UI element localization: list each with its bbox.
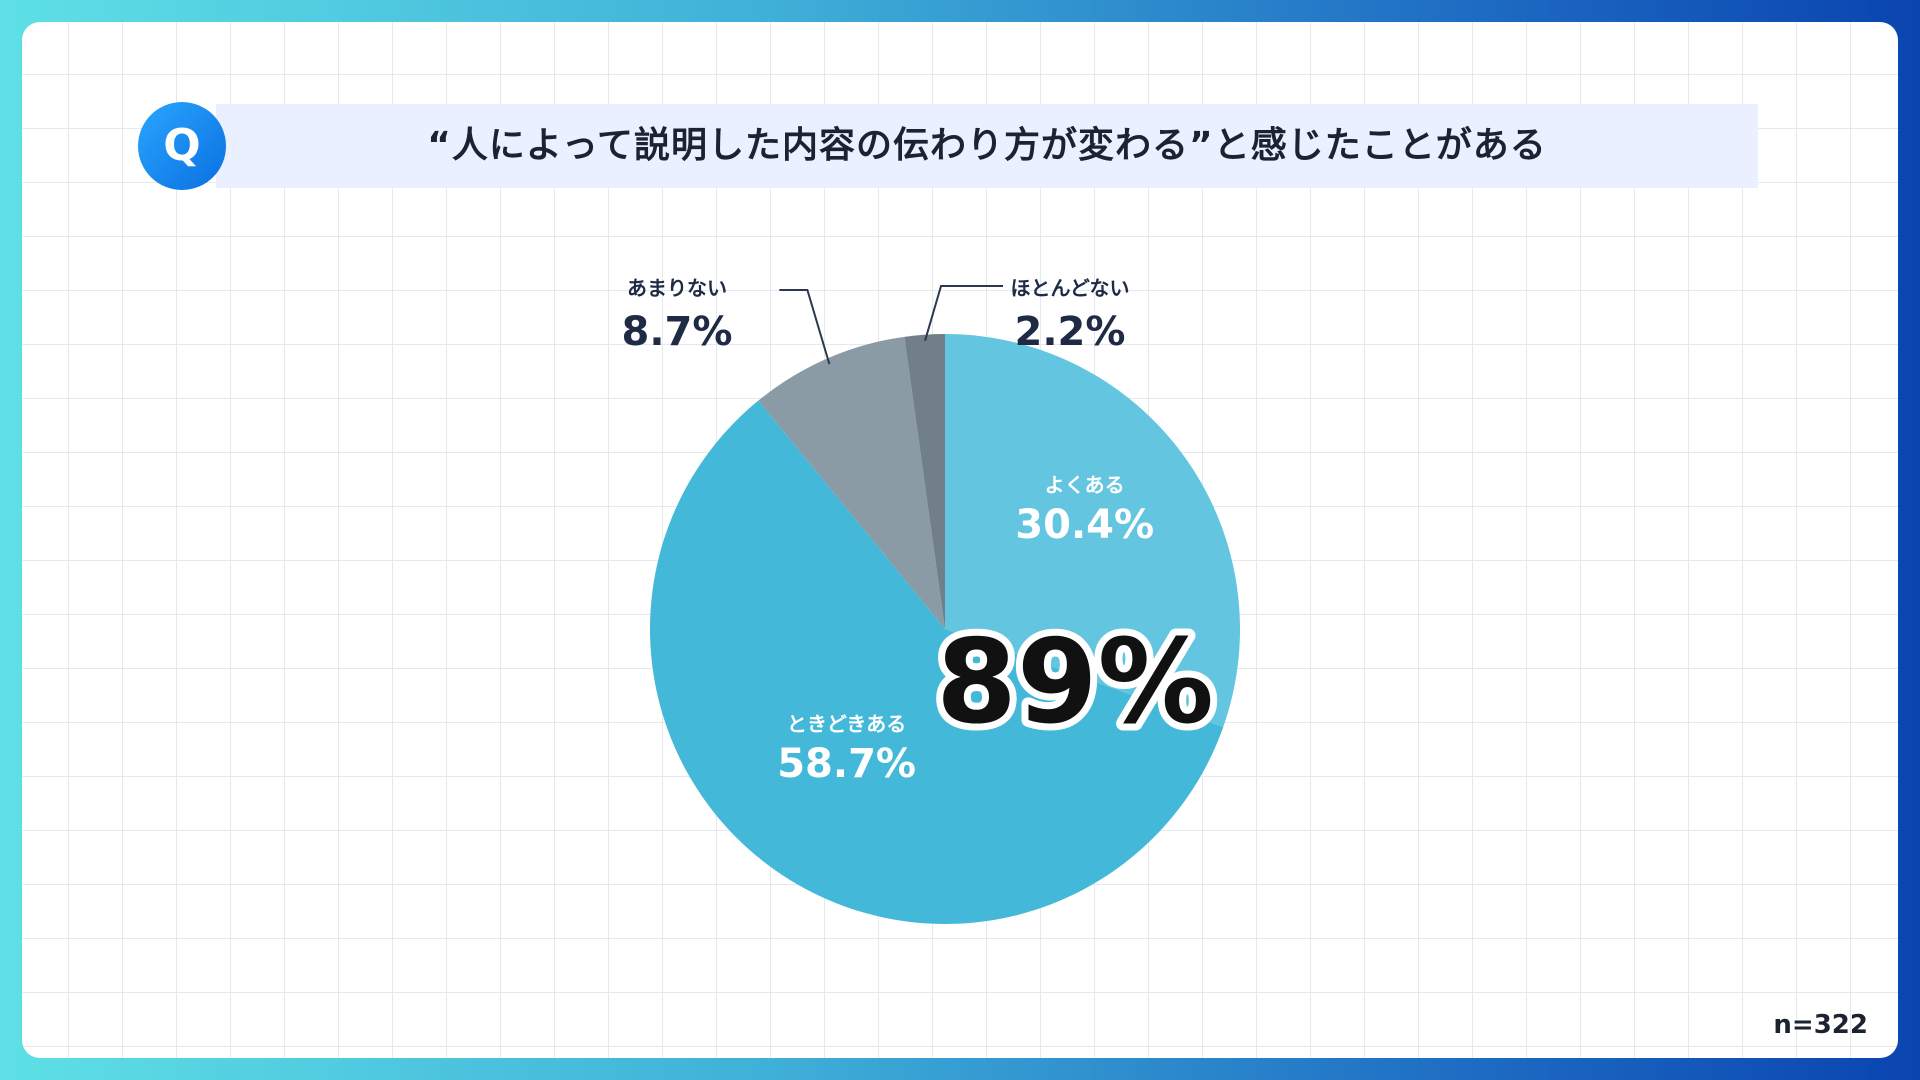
slice-label-sometimes: ときどきある (787, 712, 906, 736)
pie-slice-often (945, 334, 1240, 728)
slice-value-almost-never: 2.2% (1015, 309, 1126, 355)
leader-line-almost-never (924, 285, 1004, 341)
q-letter: Q (163, 120, 200, 171)
slice-value-rarely: 8.7% (622, 309, 733, 355)
leader-line-rarely (779, 289, 831, 365)
pie-slice-sometimes (650, 400, 1224, 924)
highlight-value: 89% (936, 615, 1214, 750)
chart-card: “人によって説明した内容の伝わり方が変わる”と感じたことがある Q よくある 30… (22, 22, 1898, 1058)
slice-value-sometimes: 58.7% (777, 741, 916, 787)
slice-label-often: よくある (1045, 473, 1125, 497)
title-bar: “人によって説明した内容の伝わり方が変わる”と感じたことがある (216, 104, 1758, 188)
q-icon: Q (138, 102, 226, 190)
sample-size: n=322 (1773, 1010, 1868, 1040)
slice-label-almost-never: ほとんどない (1011, 276, 1130, 300)
slice-value-often: 30.4% (1015, 502, 1154, 548)
pie-chart: よくある30.4%ときどきある58.7%あまりない8.7%ほとんどない2.2% … (622, 276, 1240, 924)
pie-slice-rarely (758, 336, 945, 629)
chart-title: “人によって説明した内容の伝わり方が変わる”と感じたことがある (427, 125, 1547, 166)
pie-slice-almost-never (904, 334, 945, 629)
slice-label-rarely: あまりない (627, 276, 727, 300)
